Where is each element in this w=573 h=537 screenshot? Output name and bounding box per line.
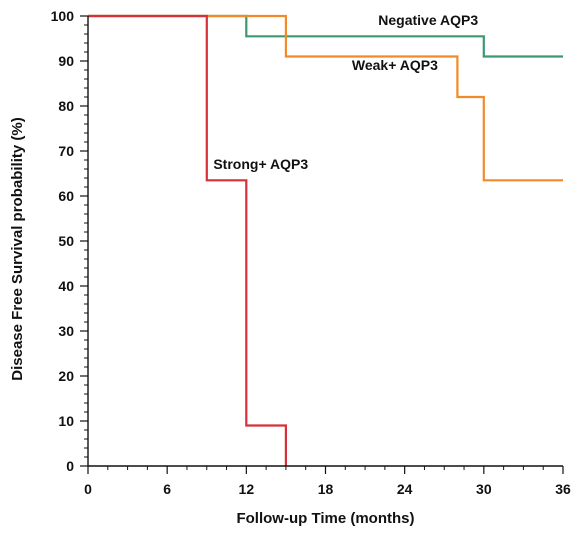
series-layer bbox=[88, 14, 563, 466]
series-label-2: Strong+ AQP3 bbox=[213, 156, 308, 172]
x-tick-label: 6 bbox=[163, 481, 171, 497]
series-label-0: Negative AQP3 bbox=[378, 12, 478, 28]
y-tick-label: 40 bbox=[58, 278, 74, 294]
series-line-1 bbox=[88, 14, 563, 182]
y-tick-label: 0 bbox=[66, 458, 74, 474]
x-tick-label: 18 bbox=[318, 481, 334, 497]
x-tick-label: 36 bbox=[555, 481, 571, 497]
label-layer: Follow-up Time (months) Disease Free Surv… bbox=[9, 12, 478, 527]
x-tick-label: 12 bbox=[239, 481, 255, 497]
y-axis-title: Disease Free Survival probability (%) bbox=[9, 117, 26, 380]
series-line-2 bbox=[88, 14, 287, 466]
series-label-1: Weak+ AQP3 bbox=[352, 57, 438, 73]
x-axis-title: Follow-up Time (months) bbox=[236, 510, 414, 527]
y-tick-label: 100 bbox=[51, 8, 75, 24]
y-tick-label: 60 bbox=[58, 188, 74, 204]
y-tick-label: 90 bbox=[58, 53, 74, 69]
x-tick-label: 0 bbox=[84, 481, 92, 497]
series-line-0 bbox=[88, 14, 563, 58]
x-tick-label: 30 bbox=[476, 481, 492, 497]
y-tick-label: 50 bbox=[58, 233, 74, 249]
y-tick-label: 70 bbox=[58, 143, 74, 159]
x-tick-label: 24 bbox=[397, 481, 413, 497]
y-tick-label: 20 bbox=[58, 368, 74, 384]
y-tick-label: 30 bbox=[58, 323, 74, 339]
axis-layer: 0 6 12 18 24 30 36 0 10 20 30 40 50 60 70 80 90 100 bbox=[51, 8, 571, 497]
y-tick-label: 80 bbox=[58, 98, 74, 114]
y-tick-label: 10 bbox=[58, 413, 74, 429]
